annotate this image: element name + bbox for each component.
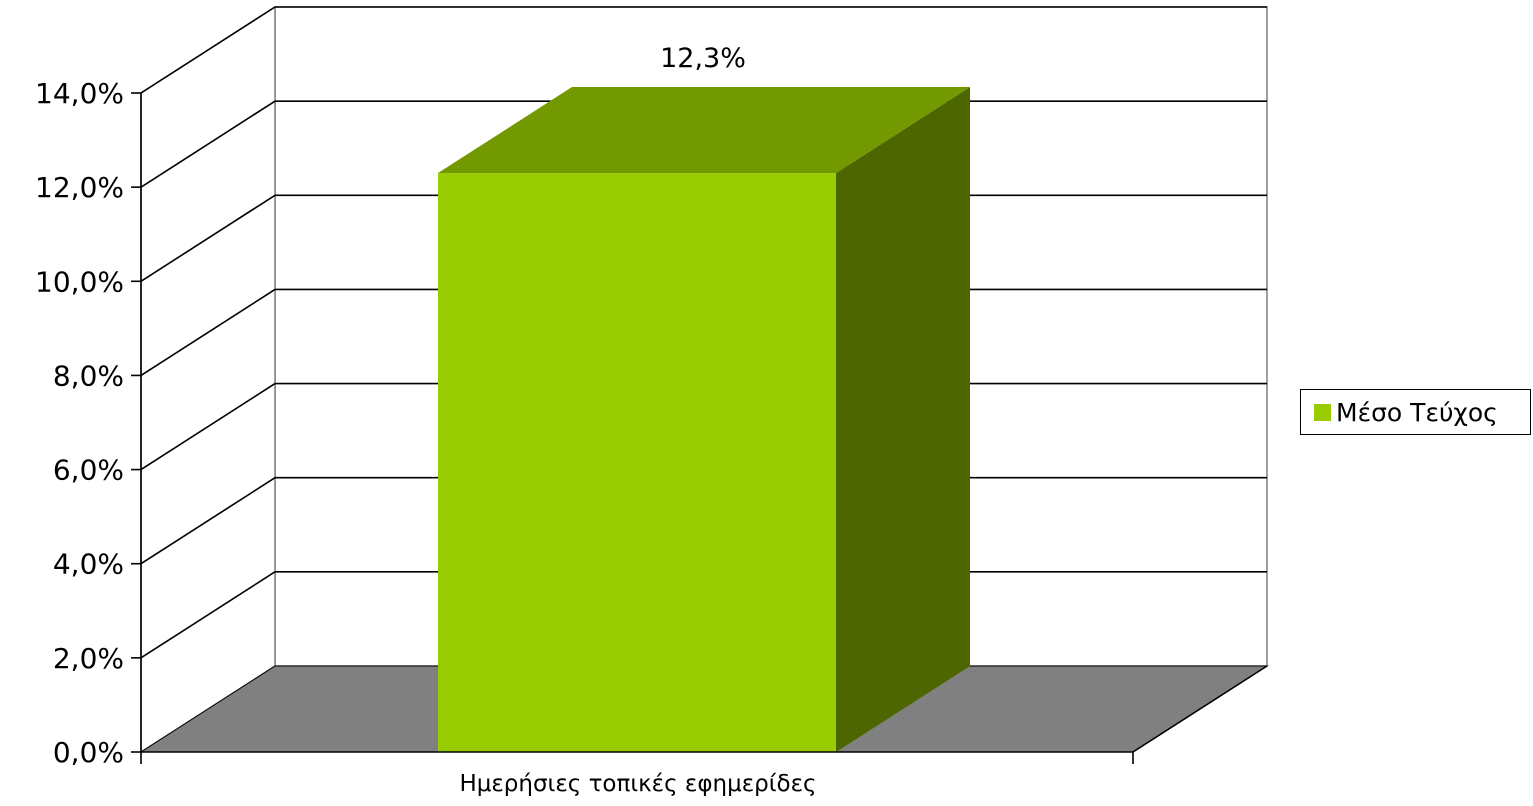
side-wall: [140, 5, 276, 754]
legend: Μέσο Τεύχος: [1300, 389, 1531, 435]
bar: [438, 173, 836, 752]
y-axis-tick-label: 2,0%: [53, 642, 124, 675]
bar-side-face: [836, 87, 970, 753]
y-axis-tick-label: 14,0%: [35, 77, 124, 110]
gridline-side: [140, 194, 276, 282]
y-axis-tick-labels: 0,0% 2,0% 4,0% 6,0% 8,0% 10,0% 12,0% 14,0%: [35, 77, 124, 769]
y-axis-tick-label: 8,0%: [53, 359, 124, 392]
bars: [438, 87, 970, 753]
y-axis-tick-label: 4,0%: [53, 548, 124, 581]
y-axis-tick-label: 12,0%: [35, 171, 124, 204]
y-axis-tick-label: 10,0%: [35, 265, 124, 298]
bar-top-face: [438, 87, 970, 174]
y-axis-tick-label: 6,0%: [53, 454, 124, 487]
legend-swatch: [1314, 403, 1331, 421]
x-axis-category-label: Ημερήσιες τοπικές εφημερίδες: [459, 771, 816, 797]
gridline-side: [140, 6, 276, 94]
x-axis-depth-line: [1132, 665, 1268, 753]
gridline-side: [140, 477, 276, 565]
axes: [131, 92, 1268, 764]
gridline-side: [140, 382, 276, 471]
gridline-side: [140, 288, 276, 377]
gridline-side: [140, 571, 276, 659]
legend-label: Μέσο Τεύχος: [1336, 397, 1498, 427]
y-axis-tick-label: 0,0%: [53, 736, 124, 769]
gridline-side: [140, 100, 276, 188]
data-label: 12,3%: [660, 43, 746, 74]
